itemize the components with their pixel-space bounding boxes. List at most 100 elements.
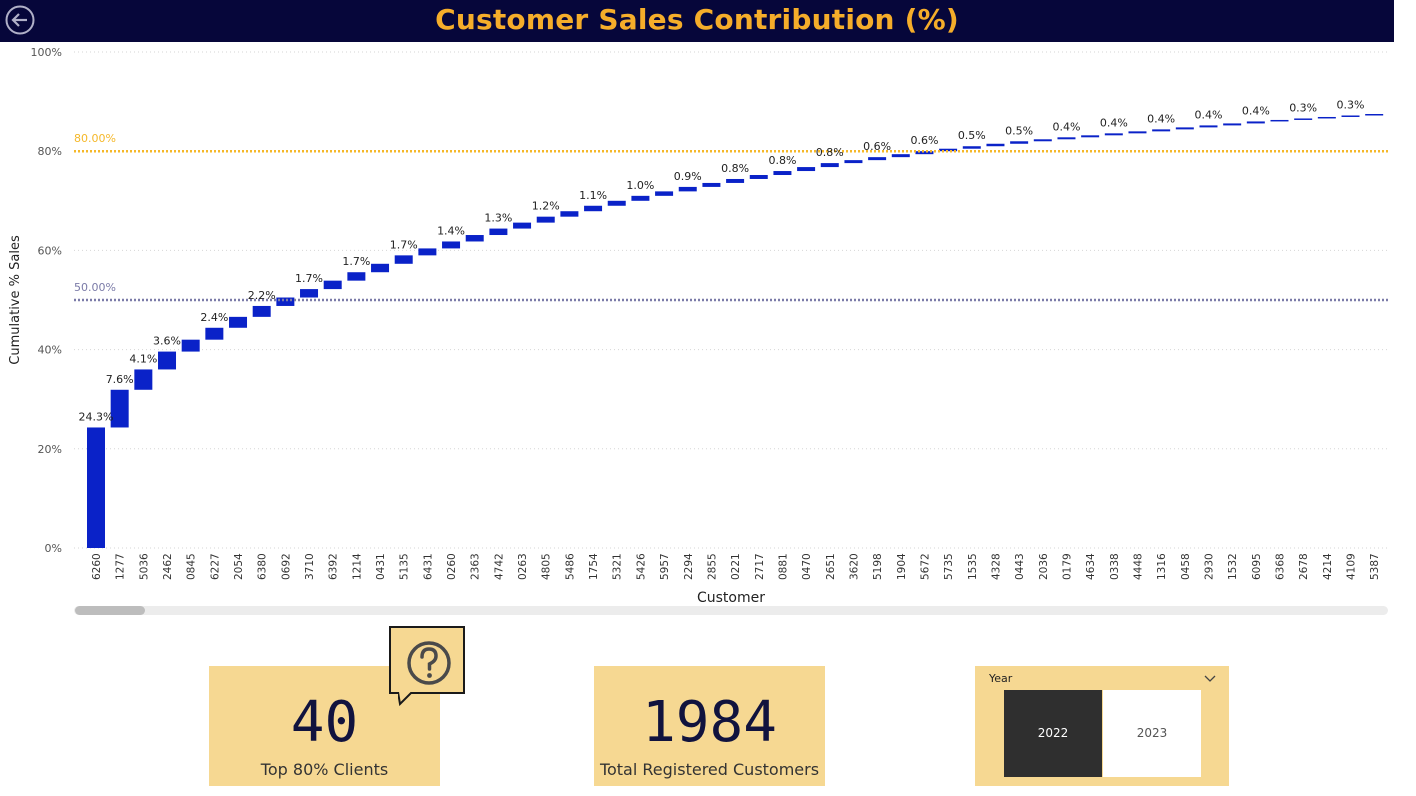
waterfall-bar — [868, 157, 887, 161]
waterfall-bar — [229, 316, 248, 328]
total-customers-card: 1984 Total Registered Customers — [594, 666, 825, 786]
page-title: Customer Sales Contribution (%) — [435, 3, 959, 36]
data-label: 0.5% — [1005, 124, 1033, 137]
data-label: 0.6% — [910, 134, 938, 147]
x-tick-label: 1904 — [896, 553, 908, 580]
top-clients-value: 40 — [290, 690, 359, 755]
x-tick-label: 6095 — [1251, 553, 1263, 580]
chart-scrollbar-thumb[interactable] — [75, 606, 145, 615]
x-tick-label: 2363 — [470, 553, 482, 580]
x-tick-label: 5672 — [919, 553, 931, 580]
x-tick-label: 0692 — [280, 553, 292, 580]
waterfall-bar — [323, 280, 342, 290]
year-option-2022[interactable]: 2022 — [1004, 690, 1102, 777]
waterfall-bar — [891, 154, 910, 158]
waterfall-bar — [915, 151, 934, 155]
data-label: 1.3% — [484, 212, 512, 225]
data-label: 2.2% — [248, 289, 276, 302]
data-label: 0.8% — [768, 154, 796, 167]
x-tick-label: 4109 — [1346, 553, 1358, 580]
waterfall-bar — [797, 167, 816, 172]
waterfall-bar — [678, 186, 697, 192]
waterfall-bar — [584, 205, 603, 212]
back-arrow-icon[interactable] — [5, 5, 35, 35]
x-tick-label: 5198 — [872, 553, 884, 580]
x-tick-label: 2855 — [706, 553, 718, 580]
top-clients-card: 40 Top 80% Clients — [209, 666, 440, 786]
y-tick-label: 0% — [45, 542, 62, 555]
x-tick-label: 3710 — [304, 553, 316, 580]
x-tick-label: 0260 — [446, 553, 458, 580]
x-tick-label: 1754 — [588, 553, 600, 580]
x-tick-label: 6431 — [422, 553, 434, 580]
year-option-2023[interactable]: 2023 — [1103, 690, 1201, 777]
waterfall-bar — [1270, 119, 1289, 122]
x-tick-label: 2678 — [1298, 553, 1310, 580]
x-tick-label: 2054 — [233, 553, 245, 580]
waterfall-bar — [1152, 129, 1171, 132]
help-button[interactable] — [389, 626, 465, 694]
data-label: 0.3% — [1337, 98, 1365, 111]
total-customers-value: 1984 — [642, 690, 777, 755]
x-tick-label: 4214 — [1322, 553, 1334, 580]
x-tick-label: 5135 — [399, 553, 411, 580]
data-label: 24.3% — [79, 410, 114, 423]
x-tick-label: 6392 — [328, 553, 340, 580]
x-tick-label: 0845 — [186, 553, 198, 580]
data-label: 4.1% — [129, 352, 157, 365]
waterfall-bar — [939, 148, 958, 152]
x-tick-label: 4328 — [990, 553, 1002, 580]
data-label: 0.4% — [1242, 104, 1270, 117]
x-tick-label: 0221 — [730, 553, 742, 580]
data-label: 7.6% — [106, 373, 134, 386]
waterfall-bar — [986, 143, 1005, 147]
waterfall-bar — [702, 182, 721, 187]
x-tick-label: 0443 — [1014, 553, 1026, 580]
year-slicer-title: Year — [989, 672, 1013, 685]
waterfall-bar — [1104, 133, 1123, 136]
x-tick-label: 2930 — [1203, 553, 1215, 580]
waterfall-bar — [1128, 131, 1147, 134]
waterfall-bar — [536, 216, 555, 223]
waterfall-bar — [844, 160, 863, 164]
x-tick-label: 5486 — [564, 553, 576, 580]
x-tick-label: 0263 — [517, 553, 529, 580]
data-label: 1.2% — [532, 200, 560, 213]
waterfall-bar — [465, 235, 484, 242]
waterfall-bar — [1033, 139, 1052, 142]
data-label: 0.3% — [1289, 101, 1317, 114]
waterfall-bar — [1010, 141, 1029, 144]
waterfall-bar — [1057, 137, 1076, 140]
x-tick-label: 1277 — [115, 553, 127, 580]
data-label: 0.8% — [816, 146, 844, 159]
x-tick-label: 4634 — [1085, 553, 1097, 580]
chart-scrollbar[interactable] — [74, 606, 1388, 615]
x-tick-label: 0881 — [777, 553, 789, 580]
x-tick-label: 4448 — [1132, 553, 1144, 580]
top-clients-label: Top 80% Clients — [260, 760, 389, 779]
waterfall-bar — [1175, 127, 1194, 130]
data-label: 0.8% — [721, 162, 749, 175]
x-tick-label: 3620 — [848, 553, 860, 580]
waterfall-bar — [347, 272, 366, 281]
data-label: 1.4% — [437, 224, 465, 237]
x-tick-label: 0470 — [801, 553, 813, 580]
x-tick-label: 0431 — [375, 553, 387, 580]
data-label: 0.6% — [863, 140, 891, 153]
x-tick-label: 5957 — [659, 553, 671, 580]
x-tick-label: 6380 — [257, 553, 269, 580]
x-tick-label: 2717 — [754, 553, 766, 580]
x-tick-label: 2651 — [825, 553, 837, 580]
x-axis-label: Customer — [697, 590, 765, 606]
waterfall-bar — [607, 200, 626, 206]
y-tick-label: 60% — [38, 244, 62, 257]
y-tick-label: 100% — [31, 46, 62, 59]
waterfall-bar — [276, 297, 295, 306]
waterfall-bar — [300, 289, 319, 298]
x-tick-label: 1214 — [351, 553, 363, 580]
y-axis-label: Cumulative % Sales — [8, 235, 23, 365]
data-label: 1.7% — [342, 255, 370, 268]
chevron-down-icon[interactable] — [1204, 674, 1216, 684]
waterfall-bar — [394, 255, 413, 264]
x-tick-label: 1532 — [1227, 553, 1239, 580]
